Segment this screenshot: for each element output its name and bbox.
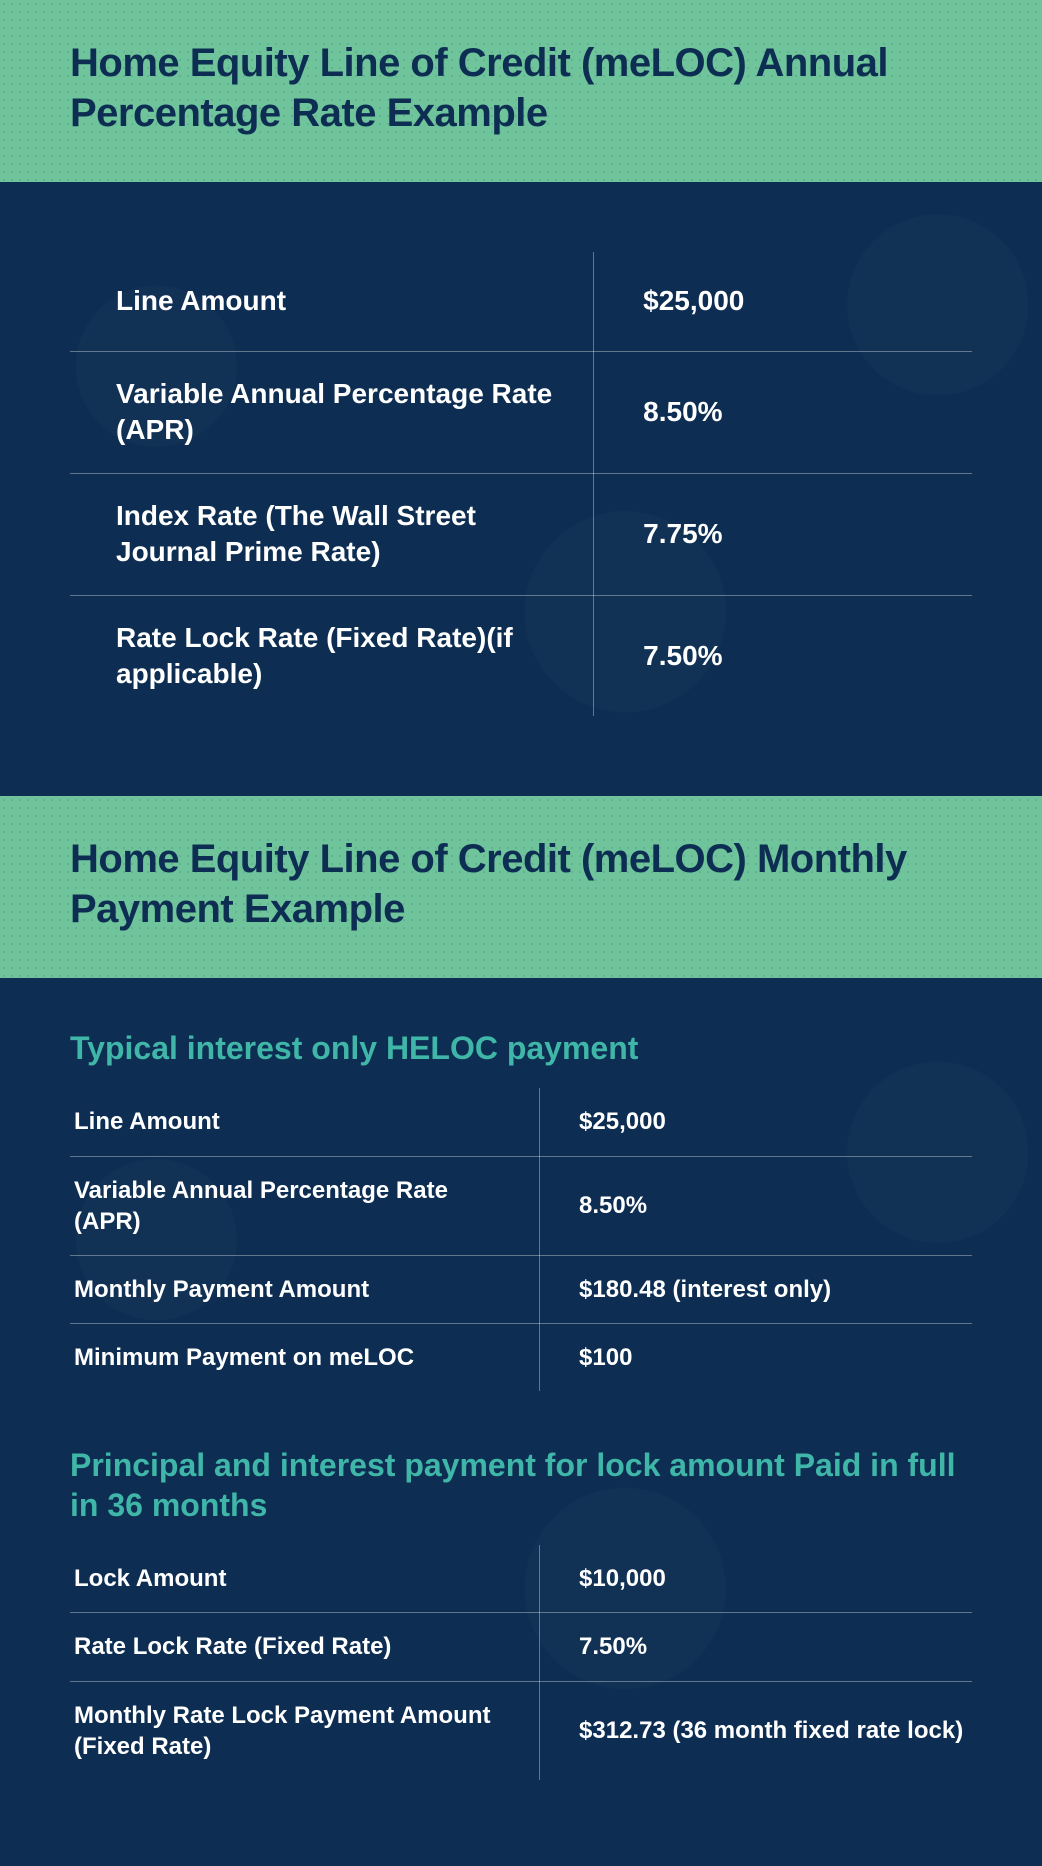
row-value: 7.50%: [593, 638, 972, 674]
row-label: Monthly Payment Amount: [70, 1274, 539, 1305]
row-value: 7.50%: [539, 1631, 972, 1662]
table-row: Monthly Payment Amount $180.48 (interest…: [70, 1256, 972, 1324]
row-value: 8.50%: [593, 394, 972, 430]
section1-header-band: Home Equity Line of Credit (meLOC) Annua…: [0, 0, 1042, 182]
table-row: Variable Annual Percentage Rate (APR) 8.…: [70, 352, 972, 474]
row-value: 7.75%: [593, 516, 972, 552]
section2-title: Home Equity Line of Credit (meLOC) Month…: [70, 834, 972, 934]
section2-subhead-b: Principal and interest payment for lock …: [70, 1445, 972, 1525]
table-row: Line Amount $25,000: [70, 252, 972, 352]
row-label: Rate Lock Rate (Fixed Rate)(if applicabl…: [70, 620, 593, 693]
section1-table: Line Amount $25,000 Variable Annual Perc…: [70, 252, 972, 716]
row-label: Monthly Rate Lock Payment Amount (Fixed …: [70, 1700, 539, 1762]
section1-body: Line Amount $25,000 Variable Annual Perc…: [0, 182, 1042, 796]
table-row: Rate Lock Rate (Fixed Rate)(if applicabl…: [70, 596, 972, 717]
table-row: Minimum Payment on meLOC $100: [70, 1324, 972, 1391]
section1-title: Home Equity Line of Credit (meLOC) Annua…: [70, 38, 972, 138]
row-value: $312.73 (36 month fixed rate lock): [539, 1715, 972, 1746]
section2-header-band: Home Equity Line of Credit (meLOC) Month…: [0, 796, 1042, 978]
row-value: $25,000: [539, 1106, 972, 1137]
row-label: Index Rate (The Wall Street Journal Prim…: [70, 498, 593, 571]
row-value: $10,000: [539, 1563, 972, 1594]
vertical-divider: [539, 1545, 540, 1780]
vertical-divider: [593, 252, 594, 716]
row-label: Line Amount: [70, 283, 593, 319]
section2-table-b: Lock Amount $10,000 Rate Lock Rate (Fixe…: [70, 1545, 972, 1780]
row-value: $180.48 (interest only): [539, 1274, 972, 1305]
row-value: $25,000: [593, 283, 972, 319]
section2-subhead-a: Typical interest only HELOC payment: [70, 1028, 972, 1068]
spacer: [70, 1391, 972, 1445]
row-label: Rate Lock Rate (Fixed Rate): [70, 1631, 539, 1662]
section2-table-a: Line Amount $25,000 Variable Annual Perc…: [70, 1088, 972, 1391]
row-value: $100: [539, 1342, 972, 1373]
table-row: Monthly Rate Lock Payment Amount (Fixed …: [70, 1682, 972, 1780]
table-row: Index Rate (The Wall Street Journal Prim…: [70, 474, 972, 596]
section2-body: Typical interest only HELOC payment Line…: [0, 978, 1042, 1850]
row-label: Variable Annual Percentage Rate (APR): [70, 1175, 539, 1237]
table-row: Rate Lock Rate (Fixed Rate) 7.50%: [70, 1613, 972, 1681]
row-label: Line Amount: [70, 1106, 539, 1137]
table-row: Lock Amount $10,000: [70, 1545, 972, 1613]
row-label: Variable Annual Percentage Rate (APR): [70, 376, 593, 449]
row-value: 8.50%: [539, 1190, 972, 1221]
table-row: Variable Annual Percentage Rate (APR) 8.…: [70, 1157, 972, 1256]
table-row: Line Amount $25,000: [70, 1088, 972, 1156]
row-label: Minimum Payment on meLOC: [70, 1342, 539, 1373]
row-label: Lock Amount: [70, 1563, 539, 1594]
vertical-divider: [539, 1088, 540, 1391]
page: Home Equity Line of Credit (meLOC) Annua…: [0, 0, 1042, 1850]
